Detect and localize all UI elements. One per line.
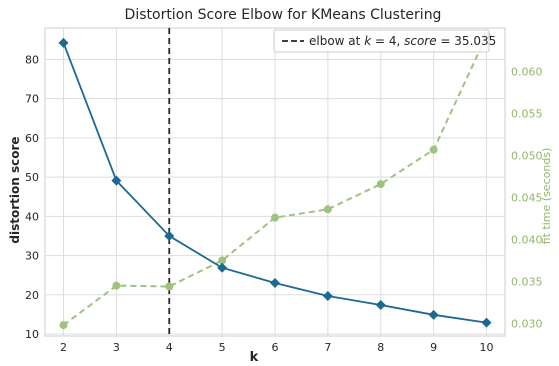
- legend-eq2: = 35.035: [437, 34, 497, 48]
- x-tick-label: 10: [479, 341, 493, 354]
- x-tick-label: 8: [377, 341, 384, 354]
- legend-label: elbow at k = 4, score = 35.035: [309, 34, 496, 48]
- fit-time-point: [112, 281, 121, 290]
- y2-tick-label: 0.050: [511, 150, 543, 163]
- y2-tick-label: 0.030: [511, 317, 543, 330]
- distortion-point: [322, 290, 333, 301]
- legend-prefix: elbow at: [309, 34, 364, 48]
- y2-tick-label: 0.040: [511, 233, 543, 246]
- fit-time-point: [165, 282, 174, 291]
- y2-tick-label: 0.055: [511, 108, 543, 121]
- fit-time-point: [429, 145, 438, 154]
- distortion-point: [164, 230, 175, 241]
- y-tick-label: 20: [25, 289, 39, 302]
- distortion-point: [481, 317, 492, 328]
- fit-time-point: [376, 180, 385, 189]
- fit-time-point: [59, 321, 68, 330]
- x-tick-label: 6: [272, 341, 279, 354]
- y-tick-label: 50: [25, 171, 39, 184]
- distortion-point: [217, 262, 228, 273]
- chart-title: Distortion Score Elbow for KMeans Cluste…: [125, 7, 442, 23]
- x-tick-label: 9: [430, 341, 437, 354]
- legend: elbow at k = 4, score = 35.035: [273, 29, 496, 53]
- y-tick-label: 10: [25, 328, 39, 341]
- y-axis-label: distortion score: [8, 136, 22, 243]
- y-tick-label: 30: [25, 250, 39, 263]
- distortion-point: [58, 37, 69, 48]
- y2-tick-label: 0.045: [511, 192, 543, 205]
- grid: [45, 28, 505, 336]
- legend-k: k: [364, 34, 372, 48]
- distortion-point: [428, 309, 439, 320]
- x-tick-label: 7: [324, 341, 331, 354]
- x-tick-label: 5: [219, 341, 226, 354]
- legend-score: score: [404, 34, 437, 48]
- legend-eq1: = 4,: [371, 34, 404, 48]
- y-tick-label: 60: [25, 132, 39, 145]
- y-tick-label: 70: [25, 93, 39, 106]
- fit-time-point: [271, 213, 279, 222]
- distortion-point: [111, 175, 122, 186]
- y2-tick-label: 0.060: [511, 66, 543, 79]
- y-axis-ticks: 10 20 30 40 50 60 70 80: [25, 53, 39, 341]
- fit-time-point: [323, 205, 332, 214]
- x-tick-label: 4: [166, 341, 173, 354]
- distortion-point: [270, 278, 280, 289]
- fit-time-series: [59, 31, 491, 330]
- x-tick-label: 3: [113, 341, 120, 354]
- distortion-point: [375, 300, 386, 311]
- x-axis-label: k: [250, 350, 259, 365]
- y2-axis-label: fit time (seconds): [540, 148, 553, 245]
- y2-tick-label: 0.035: [511, 275, 543, 288]
- y-tick-label: 40: [25, 210, 39, 223]
- x-tick-label: 2: [60, 341, 67, 354]
- legend-box: [273, 29, 490, 53]
- distortion-series: [58, 37, 492, 328]
- fit-time-point: [218, 256, 227, 265]
- y-tick-label: 80: [25, 53, 39, 66]
- x-axis-ticks: 2 3 4 5 6 7 8 9 10: [60, 341, 493, 354]
- y2-axis-ticks: 0.030 0.035 0.040 0.045 0.050 0.055 0.060: [511, 66, 543, 331]
